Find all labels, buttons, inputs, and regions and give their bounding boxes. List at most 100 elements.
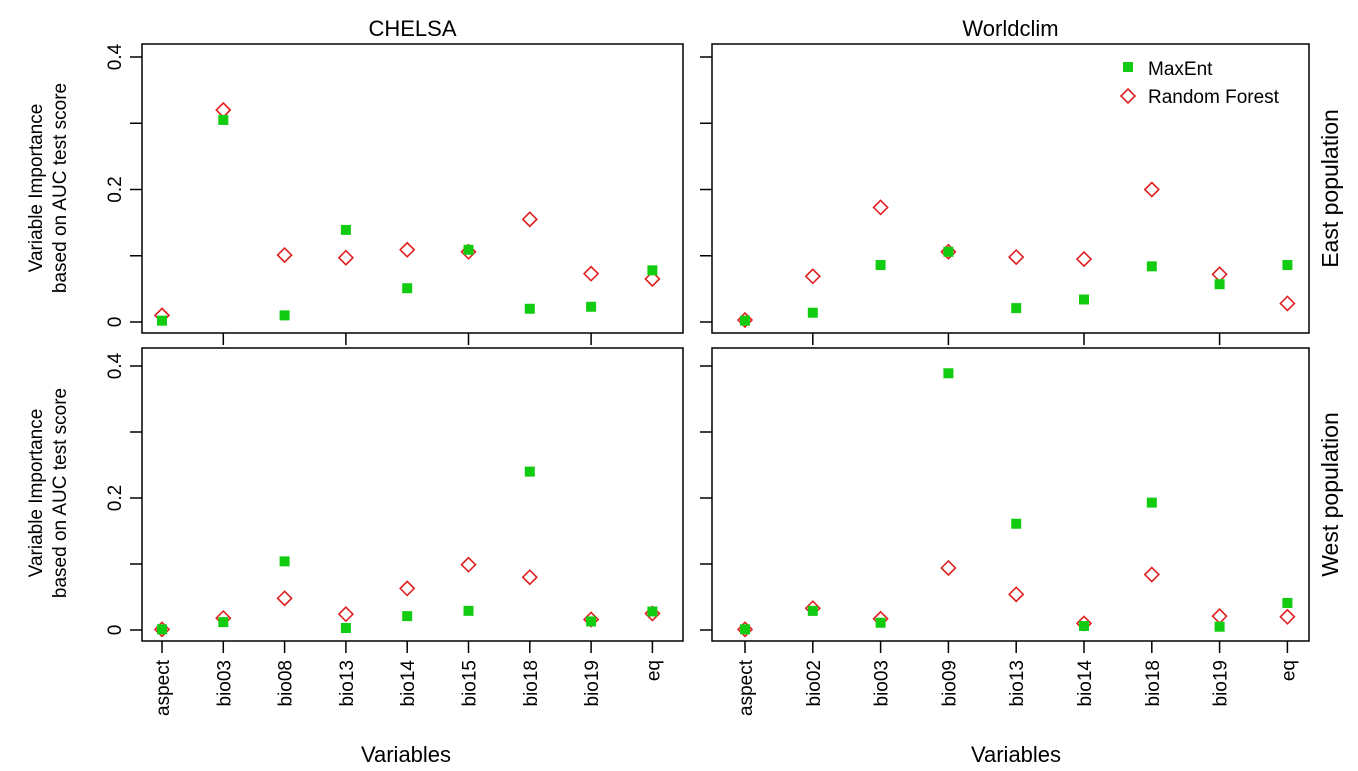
random-forest-point-bio13 xyxy=(337,249,355,266)
y-axis-label-line2: based on AUC test score xyxy=(50,388,71,598)
maxent-point-aspect xyxy=(157,624,167,635)
random-forest-point-bio19 xyxy=(1211,608,1228,625)
row-label: West population xyxy=(1317,412,1343,577)
x-tick-label: bio18 xyxy=(521,660,542,707)
x-tick-label: aspect xyxy=(736,659,757,716)
random-forest-point-eq xyxy=(644,270,661,288)
random-forest-point-bio02 xyxy=(804,268,821,285)
y-axis-label-top: Variable Importance based on AUC test sc… xyxy=(26,83,71,293)
random-forest-point-bio19 xyxy=(582,265,600,282)
y-axis-label-bottom: Variable Importance based on AUC test sc… xyxy=(26,388,71,598)
maxent-point-bio14 xyxy=(402,283,413,294)
x-tick-label: bio19 xyxy=(1211,660,1232,707)
panel-title: Worldclim xyxy=(962,16,1058,41)
panel-3: 0 0.2 0.4 aspect bio03 bio08 bio13 bio14 bio15 bi… xyxy=(105,347,684,716)
random-forest-point-bio13 xyxy=(1008,586,1025,603)
random-forest-point-bio03 xyxy=(215,101,232,119)
x-tick-label: bio13 xyxy=(337,660,358,707)
x-tick-label: bio18 xyxy=(1143,660,1164,707)
plot-frame xyxy=(711,347,1310,642)
maxent-point-aspect xyxy=(740,315,750,326)
maxent-point-bio02 xyxy=(807,605,818,616)
random-forest-point-eq xyxy=(1279,608,1296,625)
legend-maxent-marker xyxy=(1123,62,1133,72)
row-label: East population xyxy=(1317,109,1343,268)
random-forest-point-bio08 xyxy=(276,590,293,607)
maxent-point-eq xyxy=(647,606,658,617)
random-forest-point-bio13 xyxy=(1008,248,1025,266)
maxent-point-bio15 xyxy=(463,605,474,616)
maxent-point-bio02 xyxy=(807,307,818,318)
maxent-point-bio03 xyxy=(218,617,229,628)
x-axis-label-right: Variables xyxy=(971,742,1061,767)
x-tick-label: bio09 xyxy=(939,660,960,707)
maxent-point-bio03 xyxy=(875,260,886,271)
y-tick-label: 0.2 xyxy=(105,485,126,511)
panel-4: West population aspect bio02 bio03 bio09 bio1… xyxy=(700,347,1343,716)
maxent-point-aspect xyxy=(157,315,167,326)
random-forest-point-bio14 xyxy=(1075,250,1093,268)
y-tick-label: 0.4 xyxy=(105,352,126,379)
y-axis-label-line1: Variable Importance xyxy=(26,104,47,273)
x-tick-label: aspect xyxy=(153,659,174,716)
y-axis-label-line2: based on AUC test score xyxy=(50,83,71,293)
maxent-point-bio13 xyxy=(1011,518,1022,529)
maxent-point-bio14 xyxy=(402,611,413,622)
y-tick-label: 0.2 xyxy=(105,176,126,202)
maxent-point-bio03 xyxy=(218,114,229,125)
maxent-point-bio08 xyxy=(279,556,290,567)
maxent-point-bio18 xyxy=(524,466,535,477)
random-forest-point-bio15 xyxy=(460,556,477,573)
maxent-point-eq xyxy=(647,265,658,276)
maxent-point-bio03 xyxy=(875,617,886,628)
maxent-point-bio19 xyxy=(586,616,597,627)
random-forest-point-bio14 xyxy=(399,241,416,258)
maxent-point-bio08 xyxy=(279,310,290,321)
maxent-point-bio09 xyxy=(943,246,954,257)
maxent-point-bio19 xyxy=(586,301,597,312)
legend: MaxEnt Random Forest xyxy=(1119,59,1280,108)
panel-1: CHELSA 0 0.2 0.4 xyxy=(105,16,684,345)
maxent-point-bio13 xyxy=(1011,303,1022,314)
maxent-point-bio19 xyxy=(1214,279,1225,290)
maxent-point-eq xyxy=(1282,260,1293,271)
maxent-point-bio14 xyxy=(1079,621,1089,632)
random-forest-point-eq xyxy=(1279,295,1296,312)
random-forest-point-bio18 xyxy=(1143,566,1160,583)
x-tick-label: bio03 xyxy=(872,660,893,707)
maxent-point-bio13 xyxy=(340,623,351,634)
y-axis-label-line1: Variable Importance xyxy=(26,409,47,578)
plot-frame xyxy=(141,43,684,334)
x-tick-label: bio15 xyxy=(460,660,481,707)
x-tick-label: bio19 xyxy=(582,660,603,707)
maxent-point-bio13 xyxy=(340,224,351,235)
random-forest-point-bio13 xyxy=(337,606,355,623)
random-forest-point-bio09 xyxy=(940,559,957,577)
y-tick-label: 0 xyxy=(105,317,126,328)
x-tick-label: bio02 xyxy=(804,660,825,707)
maxent-point-bio18 xyxy=(524,303,535,314)
maxent-point-bio19 xyxy=(1214,621,1225,632)
maxent-point-bio18 xyxy=(1146,497,1157,508)
x-axis-label-left: Variables xyxy=(361,742,451,767)
legend-rf-marker xyxy=(1119,87,1137,105)
maxent-point-bio09 xyxy=(943,368,954,379)
random-forest-point-bio18 xyxy=(1143,181,1160,198)
x-tick-label: bio13 xyxy=(1007,660,1028,707)
panel-title: CHELSA xyxy=(368,16,456,41)
random-forest-point-bio18 xyxy=(521,569,538,586)
y-tick-label: 0.4 xyxy=(105,43,126,70)
x-tick-label: eq xyxy=(1278,660,1299,681)
panels: CHELSA 0 0.2 0.4 Worldclim East population 0 0.… xyxy=(105,16,1343,716)
random-forest-point-bio19 xyxy=(1211,266,1228,283)
x-tick-label: bio14 xyxy=(398,660,419,707)
x-tick-label: bio08 xyxy=(276,660,297,707)
random-forest-point-bio08 xyxy=(276,246,293,264)
panel-2: Worldclim East population xyxy=(700,16,1343,345)
maxent-point-bio14 xyxy=(1079,294,1089,305)
maxent-point-bio18 xyxy=(1146,261,1157,272)
plot-frame xyxy=(711,43,1310,334)
random-forest-point-bio03 xyxy=(872,199,889,216)
maxent-point-bio15 xyxy=(463,244,474,255)
